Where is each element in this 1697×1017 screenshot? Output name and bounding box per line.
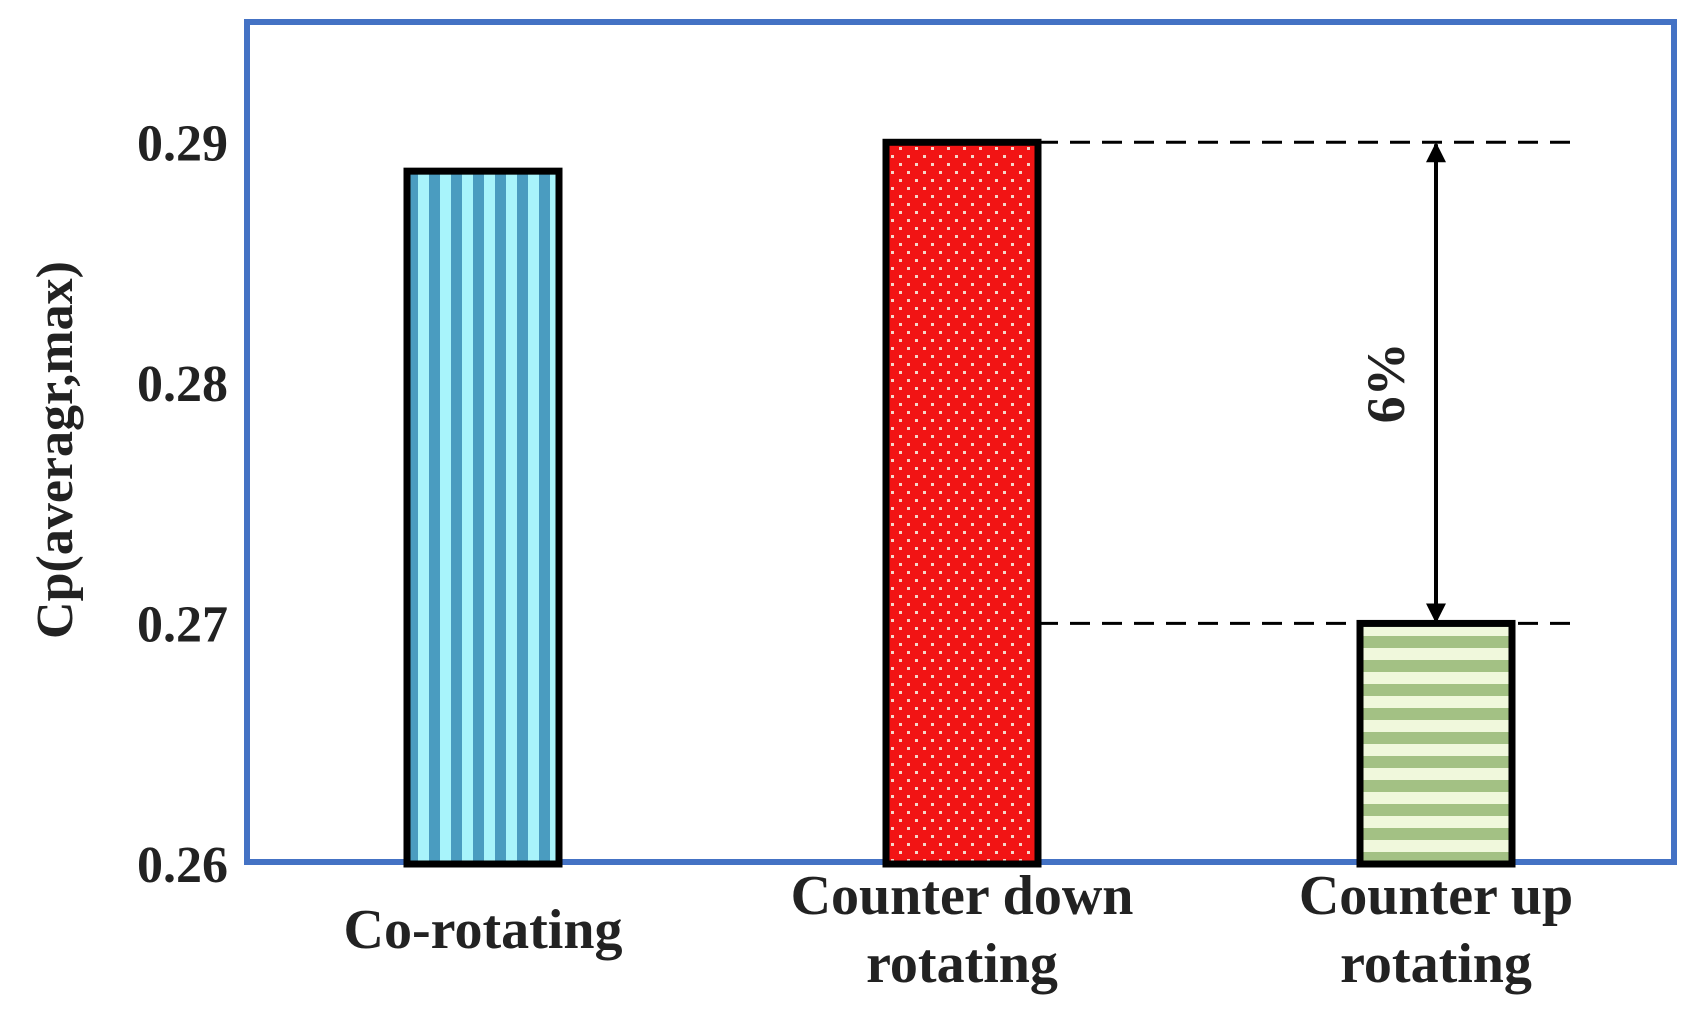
bar: [403, 167, 563, 868]
x-tick-label: rotating: [866, 933, 1058, 995]
difference-label: 6%: [1356, 342, 1416, 423]
y-tick-label: 0.26: [137, 837, 228, 894]
y-axis-ticks: 0.26 0.27 0.28 0.29: [137, 115, 228, 894]
y-tick-label: 0.29: [137, 115, 228, 172]
bar: [882, 138, 1042, 868]
bar: [1356, 619, 1516, 868]
x-tick-label: Counter down: [791, 865, 1134, 927]
y-tick-label: 0.28: [137, 356, 228, 413]
y-tick-label: 0.27: [137, 596, 228, 653]
bars: [403, 138, 1516, 868]
annotation: 6%: [1038, 140, 1582, 625]
y-axis-title: Cp(averagr,max): [27, 261, 84, 639]
x-tick-label: rotating: [1340, 933, 1532, 995]
x-tick-label: Counter up: [1299, 865, 1573, 927]
x-tick-label: Co-rotating: [344, 899, 623, 961]
